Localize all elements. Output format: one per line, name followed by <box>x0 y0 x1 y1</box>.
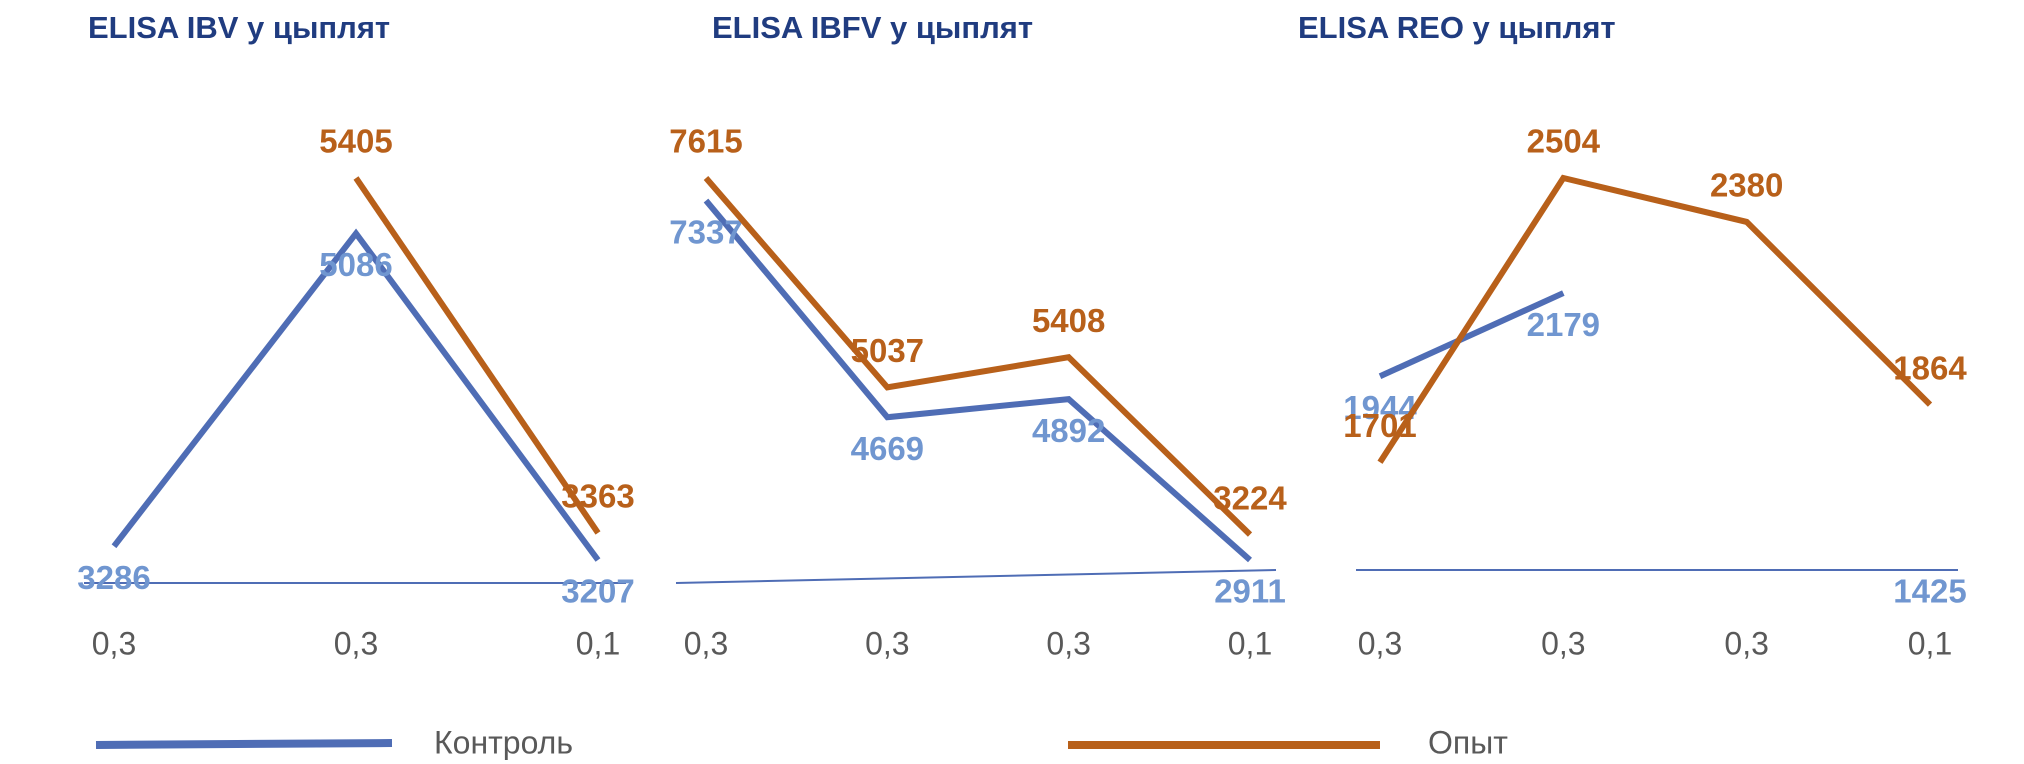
data-label: 5408 <box>1032 302 1105 339</box>
data-label: 7615 <box>669 123 742 160</box>
series-line <box>111 228 601 562</box>
data-label: 1425 <box>1893 573 1966 610</box>
data-label: 1701 <box>1343 407 1416 444</box>
x-tick-label: 0,1 <box>1908 625 1952 661</box>
x-tick-label: 0,3 <box>1046 625 1090 661</box>
data-label: 4669 <box>851 430 924 467</box>
data-label: 4892 <box>1032 412 1105 449</box>
data-label: 2179 <box>1527 306 1600 343</box>
x-tick-label: 0,3 <box>1724 625 1768 661</box>
x-tick-label: 0,3 <box>334 625 378 661</box>
x-tick-label: 0,1 <box>1228 625 1272 661</box>
series-line <box>703 176 1253 537</box>
legend-swatch <box>95 739 393 749</box>
chart-title: ELISA REO у цыплят <box>1298 10 1616 45</box>
chart-title: ELISA IBFV у цыплят <box>712 10 1033 45</box>
axis-line <box>675 569 1277 584</box>
x-tick-label: 0,1 <box>576 625 620 661</box>
x-tick-label: 0,3 <box>92 625 136 661</box>
data-label: 7337 <box>669 213 742 250</box>
series-line <box>703 198 1252 563</box>
series-line <box>1378 290 1565 379</box>
legend-label: Опыт <box>1428 724 1508 760</box>
data-label: 5405 <box>319 123 392 160</box>
x-tick-label: 0,3 <box>684 625 728 661</box>
data-label: 3207 <box>561 573 634 610</box>
data-label: 2380 <box>1710 167 1783 204</box>
data-label: 3286 <box>77 559 150 596</box>
data-label: 2911 <box>1214 573 1286 610</box>
data-label: 5086 <box>319 246 392 283</box>
x-tick-label: 0,3 <box>1541 625 1585 661</box>
chart-title: ELISA IBV у цыплят <box>88 10 390 45</box>
data-label: 5037 <box>851 332 924 369</box>
data-label: 3363 <box>561 478 634 515</box>
series-line <box>353 176 601 535</box>
x-tick-label: 0,3 <box>865 625 909 661</box>
data-label: 2504 <box>1527 123 1601 160</box>
data-label: 1864 <box>1893 349 1967 386</box>
series-line <box>1377 174 1933 464</box>
x-tick-label: 0,3 <box>1358 625 1402 661</box>
data-label: 3224 <box>1213 479 1287 516</box>
legend-label: Контроль <box>434 724 573 760</box>
